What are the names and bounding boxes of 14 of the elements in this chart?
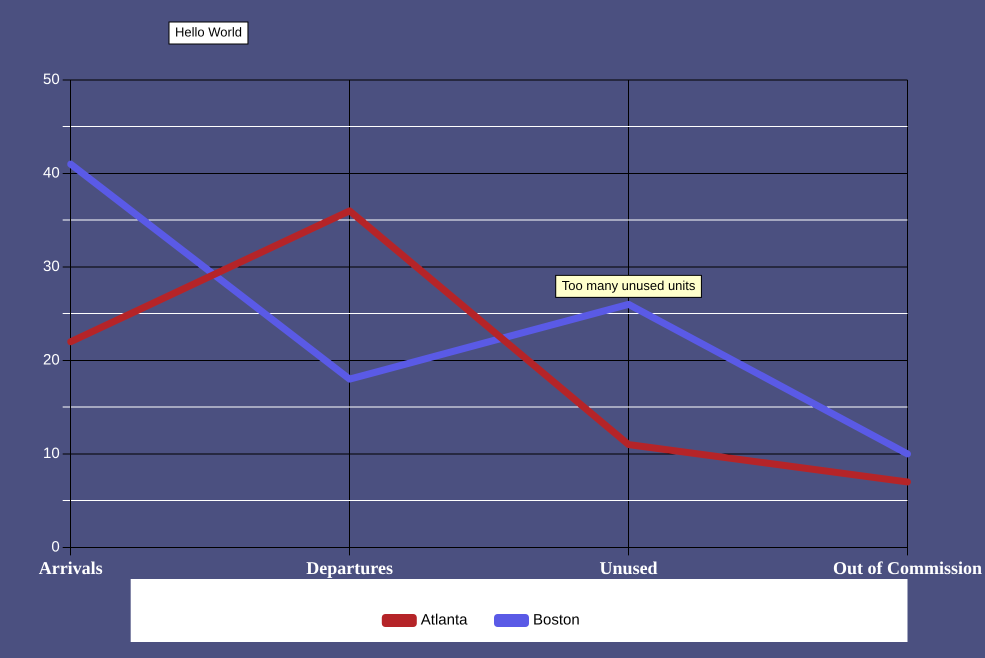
y-tick-label: 10	[42, 445, 60, 462]
text: Hello World	[175, 24, 242, 40]
legend-label: Boston	[533, 612, 580, 629]
y-tick-label: 20	[42, 352, 60, 369]
x-tick-label: Out of Commission	[832, 558, 982, 578]
y-tick-label: 0	[51, 538, 60, 556]
y-tick-label: 40	[42, 164, 60, 182]
legend-label: Atlanta	[420, 612, 468, 629]
y-tick-label: 50	[42, 71, 60, 88]
x-tick-label: Unused	[600, 558, 658, 578]
annotation: Too many unused units	[562, 278, 696, 293]
x-tick-label: Departures	[306, 558, 393, 578]
y-tick-label: 30	[42, 258, 60, 276]
x-tick-label: Arrivals	[38, 558, 103, 578]
